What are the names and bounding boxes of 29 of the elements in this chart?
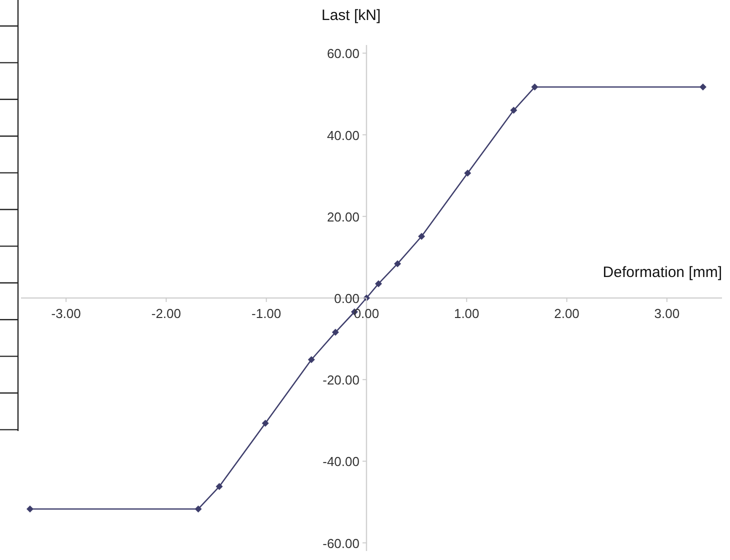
point [26, 505, 34, 512]
x-tick-label: 1.00 [454, 306, 480, 321]
point [531, 84, 538, 91]
point [699, 84, 706, 91]
point [262, 420, 269, 427]
point [464, 170, 472, 177]
x-tick-label: 0.00 [354, 306, 380, 321]
point [375, 280, 382, 288]
point [216, 483, 223, 490]
y-tick-label: 40.00 [326, 128, 360, 143]
point [194, 505, 202, 512]
x-tick-label: 3.00 [654, 306, 680, 321]
point [510, 106, 518, 114]
point [332, 328, 339, 336]
y-tick-label: 60.00 [326, 46, 360, 62]
y-axis-title: Last [kN] [321, 7, 381, 24]
x-tick-label: -2.00 [151, 306, 182, 321]
point [418, 232, 426, 240]
y-tick-label: -40.00 [322, 454, 360, 470]
x-tick-label: -3.00 [51, 306, 81, 321]
y-tick-label: -60.00 [322, 536, 360, 551]
point [308, 356, 315, 364]
x-tick-label: 2.00 [554, 306, 580, 321]
point [394, 260, 402, 268]
x-axis-title: Deformation [mm] [602, 264, 722, 281]
y-tick-label: 0.00 [334, 291, 360, 306]
y-tick-label: -20.00 [322, 372, 360, 388]
y-tick-label: 20.00 [326, 209, 360, 224]
x-tick-label: -1.00 [252, 306, 282, 321]
